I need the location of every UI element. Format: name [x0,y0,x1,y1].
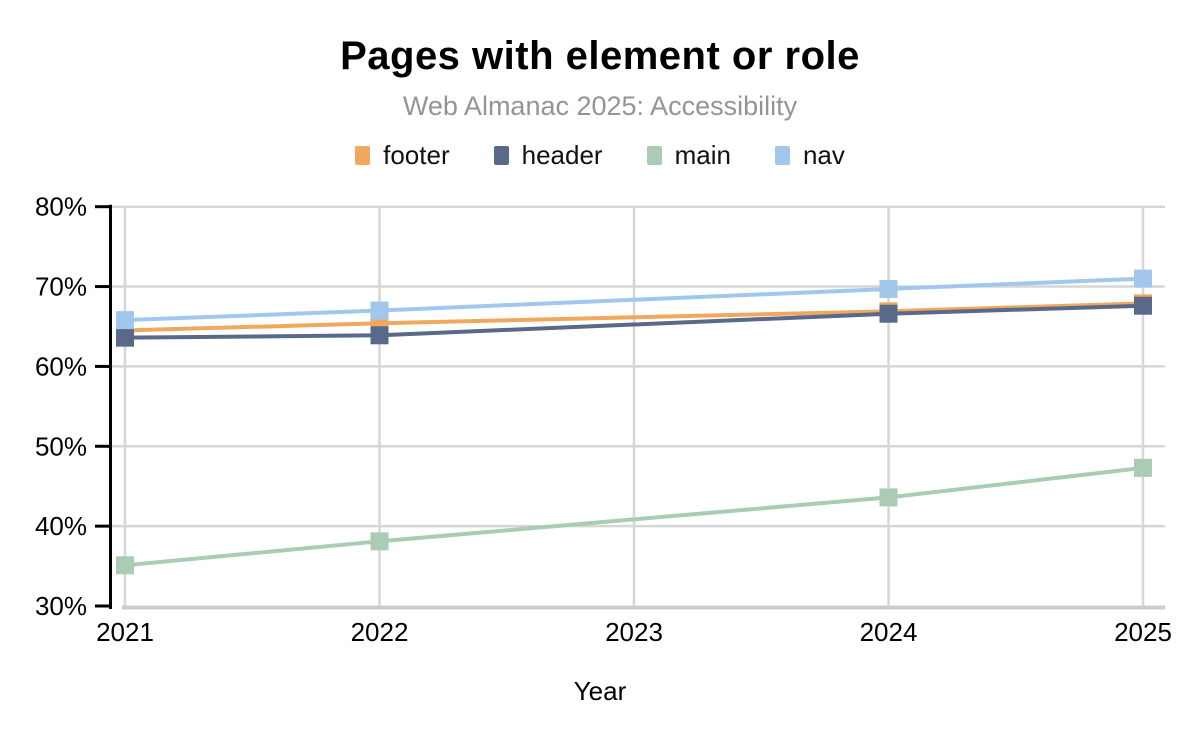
data-point-header-2021 [116,328,134,347]
chart-title: Pages with element or role [340,34,860,78]
x-tick-label: 2021 [96,617,154,647]
x-axis-title: Year [573,676,627,706]
y-tick-label: 60% [35,351,87,381]
data-point-nav-2022 [370,301,389,320]
legend-item-nav: nav [774,140,845,171]
legend-label: header [521,140,603,170]
legend-label: footer [383,140,450,170]
chart-subtitle: Web Almanac 2025: Accessibility [402,91,798,121]
data-point-header-2024 [879,304,898,323]
legend-item-main: main [646,140,731,171]
x-tick-label: 2022 [351,617,409,647]
data-point-nav-2021 [116,311,134,330]
series-line-main [124,465,1144,568]
legend-swatch-footer [355,146,371,165]
x-tick-label: 2024 [860,617,918,647]
x-tick-label: 2023 [605,617,663,647]
data-point-main-2021 [116,556,134,575]
series-line-header [124,303,1144,340]
legend-item-header: header [493,140,603,171]
y-tick-label: 30% [35,591,87,621]
legend-swatch-header [493,146,509,165]
data-point-main-2024 [879,488,898,507]
y-tick-label: 70% [35,272,87,302]
series-line-footer [124,301,1144,333]
legend: footer header main nav [0,140,1200,171]
legend-swatch-nav [774,146,790,165]
data-point-nav-2025 [1134,269,1152,288]
data-point-header-2025 [1134,296,1152,315]
x-tick-label: 2025 [1114,617,1172,647]
data-point-nav-2024 [879,279,898,298]
data-point-header-2022 [370,326,389,345]
legend-swatch-main [646,146,662,165]
legend-item-footer: footer [355,140,450,171]
data-point-main-2022 [370,532,389,551]
y-tick-label: 40% [35,511,87,541]
data-point-main-2025 [1134,458,1152,477]
legend-label: nav [802,140,845,170]
legend-label: main [674,140,731,170]
y-tick-label: 50% [35,431,87,461]
series-line-nav [124,276,1144,323]
y-tick-label: 80% [35,192,87,222]
